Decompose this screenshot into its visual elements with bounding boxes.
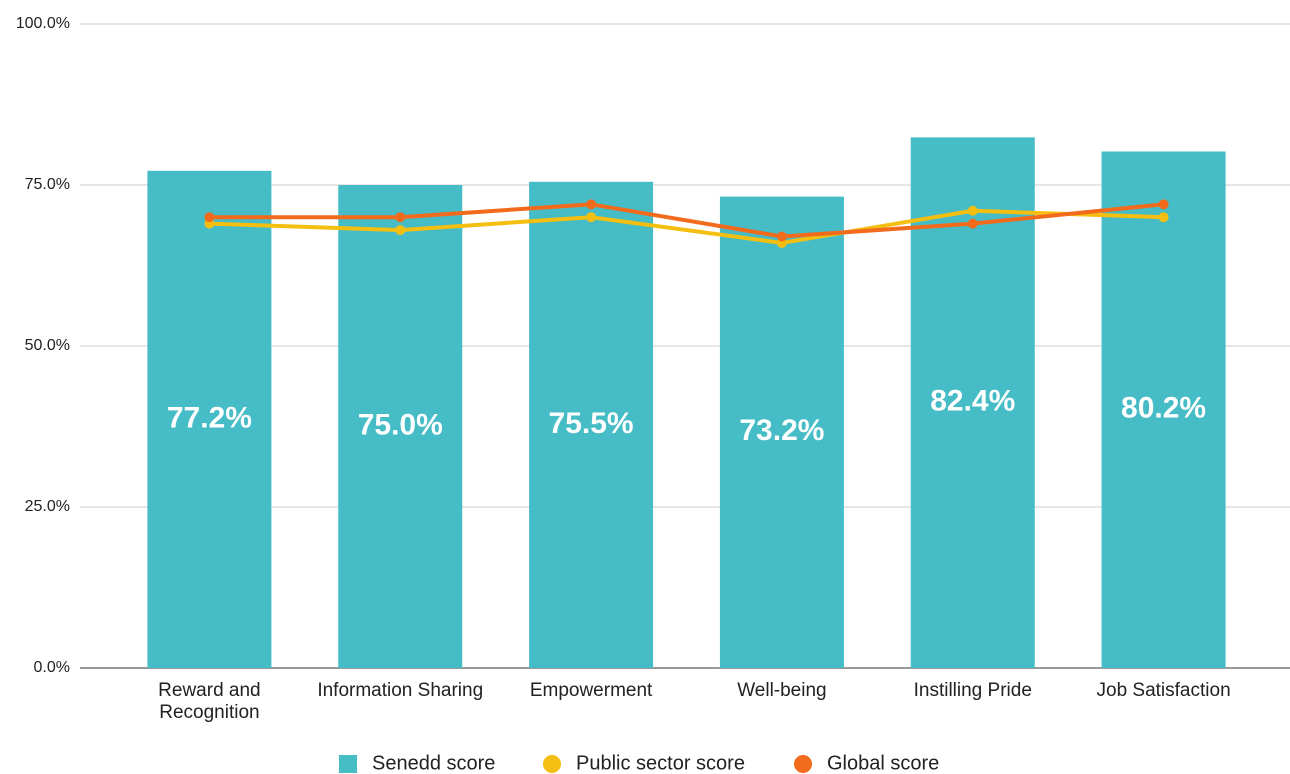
legend-label: Global score bbox=[827, 752, 939, 774]
data-label: 82.4% bbox=[930, 385, 1015, 418]
line-point bbox=[967, 205, 978, 216]
legend-label: Public sector score bbox=[576, 752, 745, 774]
y-tick-label: 75.0% bbox=[25, 176, 70, 193]
data-label: 73.2% bbox=[739, 414, 824, 447]
bar bbox=[147, 170, 272, 668]
x-tick-label: Job Satisfaction bbox=[1096, 680, 1231, 701]
legend-swatch bbox=[339, 755, 357, 773]
legend-swatch bbox=[543, 755, 561, 773]
x-tick-label: Information Sharing bbox=[317, 680, 484, 701]
line-point bbox=[395, 225, 406, 236]
y-tick-label: 100.0% bbox=[16, 15, 70, 32]
x-tick-label: Reward and Recognition bbox=[158, 680, 261, 723]
line-point bbox=[967, 218, 978, 229]
line-point bbox=[776, 231, 787, 242]
line bbox=[209, 208, 1164, 245]
bar bbox=[529, 181, 654, 668]
bar bbox=[1101, 151, 1226, 669]
legend-label: Senedd score bbox=[372, 752, 495, 774]
line-point bbox=[1158, 199, 1169, 210]
line bbox=[209, 202, 1164, 239]
data-label: 75.0% bbox=[358, 408, 443, 441]
line-point bbox=[395, 212, 406, 223]
legend-swatch bbox=[794, 755, 812, 773]
x-tick-label: Instilling Pride bbox=[913, 680, 1032, 701]
data-label: 75.5% bbox=[549, 407, 634, 440]
y-tick-label: 25.0% bbox=[25, 498, 70, 515]
y-tick-label: 0.0% bbox=[34, 659, 70, 676]
line-point bbox=[1158, 212, 1169, 223]
line-point bbox=[204, 212, 215, 223]
data-label: 77.2% bbox=[167, 401, 252, 434]
bar bbox=[338, 185, 463, 668]
data-label: 80.2% bbox=[1121, 392, 1206, 425]
x-tick-label: Well-being bbox=[737, 680, 827, 701]
x-tick-label: Empowerment bbox=[529, 680, 653, 701]
y-tick-label: 50.0% bbox=[25, 337, 70, 354]
line-point bbox=[586, 212, 597, 223]
line-point bbox=[586, 199, 597, 210]
bar bbox=[719, 196, 844, 669]
